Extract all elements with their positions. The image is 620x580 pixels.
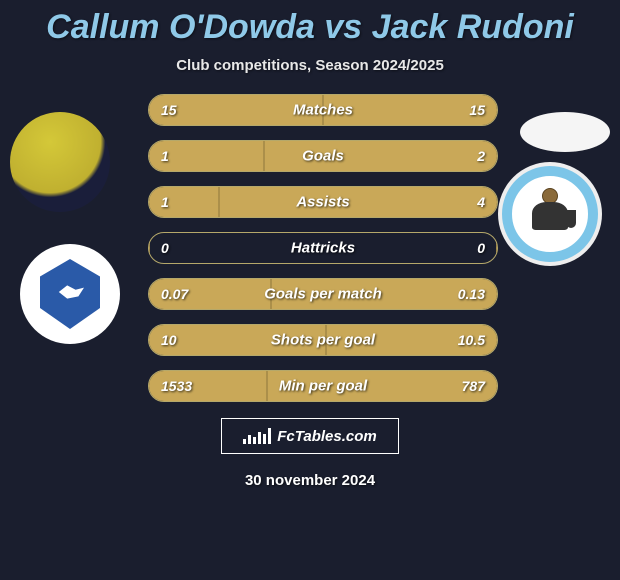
player-right-avatar — [520, 112, 610, 152]
date-label: 30 november 2024 — [0, 472, 620, 489]
chart-icon — [243, 428, 271, 444]
stat-label: Hattricks — [149, 240, 497, 257]
stat-label: Goals — [149, 148, 497, 165]
stat-label: Goals per match — [149, 286, 497, 303]
stat-label: Min per goal — [149, 378, 497, 395]
stat-label: Matches — [149, 102, 497, 119]
player-left-avatar — [10, 112, 110, 212]
stat-row: 1515Matches — [148, 94, 498, 126]
stat-row: 1533787Min per goal — [148, 370, 498, 402]
subtitle: Club competitions, Season 2024/2025 — [0, 57, 620, 74]
stat-row: 0.070.13Goals per match — [148, 278, 498, 310]
brand-label: FcTables.com — [277, 428, 376, 445]
stat-row: 00Hattricks — [148, 232, 498, 264]
stat-label: Assists — [149, 194, 497, 211]
stat-row: 14Assists — [148, 186, 498, 218]
stat-label: Shots per goal — [149, 332, 497, 349]
brand-badge: FcTables.com — [221, 418, 399, 454]
club-crest-left — [20, 244, 120, 344]
page-title: Callum O'Dowda vs Jack Rudoni — [0, 0, 620, 47]
stat-row: 12Goals — [148, 140, 498, 172]
stat-rows: 1515Matches 12Goals 14Assists 00Hattricks 0.… — [148, 94, 498, 402]
club-crest-right — [498, 162, 602, 266]
stat-row: 1010.5Shots per goal — [148, 324, 498, 356]
stats-area: 1515Matches 12Goals 14Assists 00Hattricks 0.… — [0, 94, 620, 402]
